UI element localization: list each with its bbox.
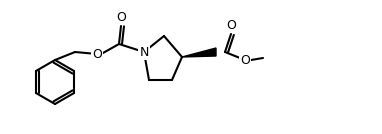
Polygon shape (182, 48, 216, 57)
Text: N: N (139, 46, 149, 59)
Text: O: O (116, 11, 126, 24)
Text: O: O (92, 47, 102, 60)
Text: O: O (240, 53, 250, 66)
Text: O: O (226, 19, 236, 32)
